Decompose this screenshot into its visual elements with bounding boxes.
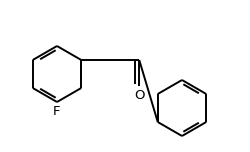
Text: F: F	[53, 105, 61, 118]
Text: O: O	[134, 89, 144, 102]
